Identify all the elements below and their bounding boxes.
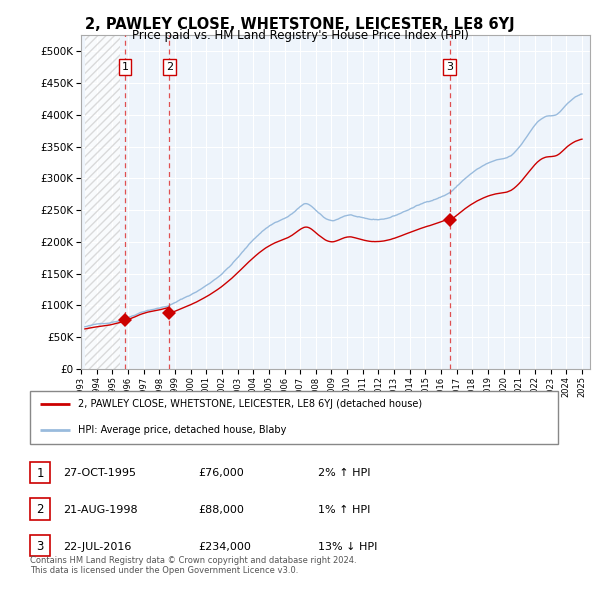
Text: 1% ↑ HPI: 1% ↑ HPI: [318, 505, 370, 515]
Text: 2: 2: [166, 62, 173, 72]
Text: 3: 3: [446, 62, 453, 72]
Text: 21-AUG-1998: 21-AUG-1998: [63, 505, 137, 515]
Text: 2, PAWLEY CLOSE, WHETSTONE, LEICESTER, LE8 6YJ: 2, PAWLEY CLOSE, WHETSTONE, LEICESTER, L…: [85, 17, 515, 31]
Text: 27-OCT-1995: 27-OCT-1995: [63, 468, 136, 478]
Text: 1: 1: [37, 467, 44, 480]
Text: 2: 2: [37, 503, 44, 516]
Text: 2, PAWLEY CLOSE, WHETSTONE, LEICESTER, LE8 6YJ (detached house): 2, PAWLEY CLOSE, WHETSTONE, LEICESTER, L…: [77, 399, 422, 409]
Text: £234,000: £234,000: [198, 542, 251, 552]
Text: Price paid vs. HM Land Registry's House Price Index (HPI): Price paid vs. HM Land Registry's House …: [131, 30, 469, 42]
Text: 2% ↑ HPI: 2% ↑ HPI: [318, 468, 371, 478]
Text: 3: 3: [37, 540, 44, 553]
Text: 13% ↓ HPI: 13% ↓ HPI: [318, 542, 377, 552]
Text: 1: 1: [122, 62, 128, 72]
Text: HPI: Average price, detached house, Blaby: HPI: Average price, detached house, Blab…: [77, 425, 286, 435]
Text: Contains HM Land Registry data © Crown copyright and database right 2024.
This d: Contains HM Land Registry data © Crown c…: [30, 556, 356, 575]
Text: £76,000: £76,000: [198, 468, 244, 478]
Text: £88,000: £88,000: [198, 505, 244, 515]
Text: 22-JUL-2016: 22-JUL-2016: [63, 542, 131, 552]
